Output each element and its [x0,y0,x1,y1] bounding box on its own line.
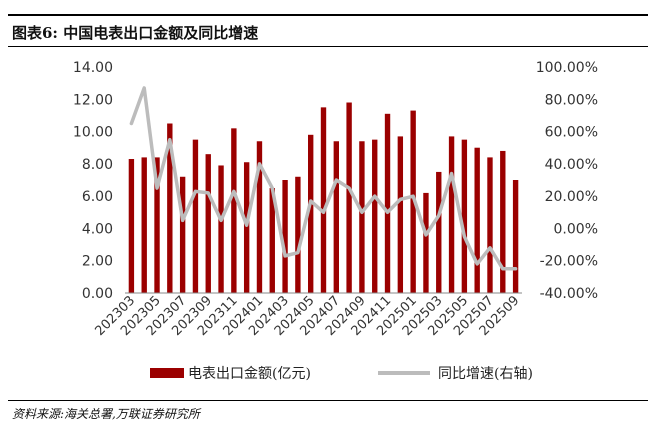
bar [128,159,135,293]
bar [179,176,186,293]
bar [410,110,416,293]
chart-title: 图表6: 中国电表出口金额及同比增速 [12,24,259,42]
bar [333,141,339,293]
y-right-tick-label: -40.00% [540,286,598,302]
y-left-tick-label: 4.00 [82,221,113,237]
y-right-tick-label: 80.00% [545,92,598,108]
bar [218,165,224,293]
title-divider [8,46,648,47]
bar [320,107,327,293]
legend-bar-label: 电表出口金额(亿元) [188,366,311,382]
bar [436,171,442,293]
bar [269,188,275,293]
bar [359,141,365,293]
source-note: 资料来源:海关总署,万联证券研究所 [12,407,200,421]
bar [154,157,160,293]
bar [231,128,237,293]
legend-line-label: 同比增速(右轴) [438,366,533,382]
legend-item-line: 同比增速(右轴) [378,363,533,383]
bar [256,141,263,293]
bar [384,113,391,293]
bar [512,180,519,293]
bar [500,150,506,293]
chart-header: 图表6: 中国电表出口金额及同比增速 [8,14,648,42]
combo-chart: 0.00 2.00 4.00 6.00 8.00 10.00 12.00 14.00 -40.0… [73,60,598,339]
y-right-tick-label: 40.00% [545,157,598,173]
bar [295,176,301,293]
bar [346,102,352,293]
bar [308,134,314,293]
bar [141,157,147,293]
y-left-tick-label: 8.00 [82,157,113,173]
y-left-tick-label: 0.00 [82,286,113,302]
bar [282,180,288,293]
y-right-tick-label: 60.00% [545,125,598,141]
bar [487,157,493,293]
y-left-tick-label: 10.00 [73,125,113,141]
y-left-tick-label: 14.00 [73,60,113,76]
y-right-tick-label: 0.00% [554,221,598,237]
bar [243,162,250,293]
legend-line-swatch [378,371,430,375]
y-right-tick-label: 20.00% [545,189,598,205]
y-left-tick-label: 2.00 [82,254,113,270]
footer-divider [8,400,648,401]
bar [372,139,378,293]
y-right-tick-label: -20.00% [540,254,598,270]
growth-line [129,86,518,271]
y-right-tick-label: 100.00% [536,60,598,76]
legend-bar-swatch [150,368,184,378]
y-left-tick-label: 6.00 [82,189,113,205]
bar [474,147,480,293]
bar [397,136,404,293]
bar [192,139,199,293]
legend-item-bars: 电表出口金额(亿元) [150,363,311,383]
bar [448,136,455,293]
bar [205,154,211,293]
bar [461,139,468,293]
bar [423,192,429,293]
y-left-tick-label: 12.00 [73,92,113,108]
bar [167,123,173,293]
